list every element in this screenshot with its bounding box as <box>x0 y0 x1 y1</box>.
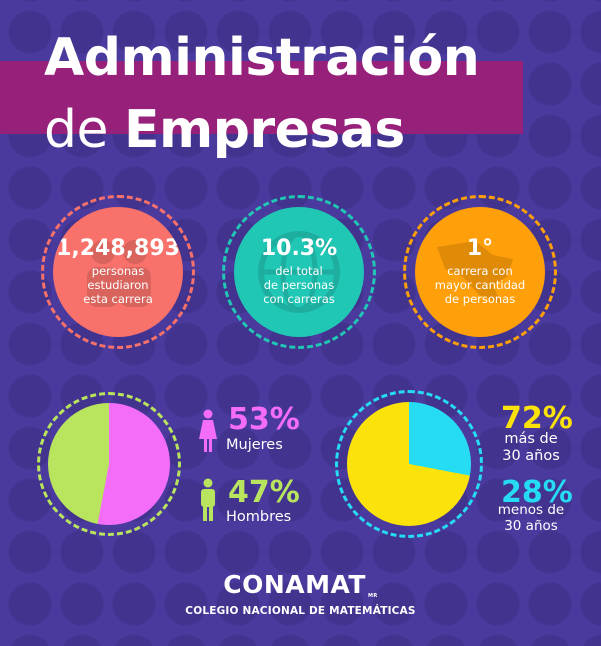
stat-rank-desc: carrera con mayor cantidad de personas <box>435 265 525 306</box>
stat-rank-value: 1° <box>466 236 494 262</box>
stat-desc-line: con carreras <box>263 291 335 306</box>
female-label: Mujeres <box>226 437 283 453</box>
stat-share-disc: 10.3% del total de personas con carreras <box>234 207 364 337</box>
age-label-line: 30 años <box>502 448 560 465</box>
over30-label: más de 30 años <box>496 431 566 466</box>
stat-desc-line: mayor cantidad <box>434 278 526 293</box>
stat-students-desc: personas estudiaron esta carrera <box>83 265 153 306</box>
age-label-line: menos de <box>497 502 565 518</box>
stat-share-desc: del total de personas con carreras <box>263 265 335 306</box>
stat-share-value: 10.3% <box>260 236 338 262</box>
over30-percent: 72% <box>501 401 573 436</box>
page-title-line1: Administración <box>44 28 480 88</box>
title-bold: Empresas <box>124 100 405 160</box>
under30-label: menos de 30 años <box>496 502 566 534</box>
under30-percent: 28% <box>501 475 573 510</box>
male-percent: 47% <box>228 475 300 510</box>
conamat-logo: CONAMAT MR <box>0 570 601 599</box>
logo-trademark: MR <box>367 593 378 599</box>
age-label-line: 30 años <box>504 518 558 535</box>
people-icon <box>87 240 151 307</box>
stat-desc-line: del total <box>275 264 323 279</box>
stat-students-disc: 1,248,893 personas estudiaron esta carre… <box>53 207 183 337</box>
gender-pie <box>48 403 170 525</box>
stat-students-value: 1,248,893 <box>56 236 180 262</box>
age-label-line: más de <box>504 431 558 447</box>
stat-desc-line: de personas <box>444 291 516 306</box>
stat-students-ring: 1,248,893 personas estudiaron esta carre… <box>41 195 195 349</box>
logo-wordmark: CONAMAT <box>223 570 366 599</box>
age-pie-ring <box>335 390 483 538</box>
woman-icon <box>199 409 217 452</box>
stat-desc-line: de personas <box>263 278 335 293</box>
man-icon <box>201 478 215 521</box>
stat-rank-disc: 1° carrera con mayor cantidad de persona… <box>415 207 545 337</box>
globe-icon <box>258 231 340 313</box>
stat-rank-ring: 1° carrera con mayor cantidad de persona… <box>403 195 557 349</box>
stat-desc-line: estudiaron <box>87 278 149 293</box>
logo-caption: COLEGIO NACIONAL DE MATEMÁTICAS <box>185 605 416 617</box>
stat-share-ring: 10.3% del total de personas con carreras <box>222 195 376 349</box>
female-percent: 53% <box>228 402 300 437</box>
map-icon <box>437 241 513 303</box>
title-prefix: de <box>44 100 125 160</box>
age-pie <box>347 402 471 526</box>
male-label: Hombres <box>226 509 292 525</box>
gender-pie-ring <box>37 392 181 536</box>
stat-desc-line: personas <box>91 264 145 279</box>
page-title-line2: de Empresas <box>44 100 405 160</box>
title-band <box>0 61 523 134</box>
stat-desc-line: esta carrera <box>83 291 153 306</box>
stat-desc-line: carrera con <box>447 264 513 279</box>
